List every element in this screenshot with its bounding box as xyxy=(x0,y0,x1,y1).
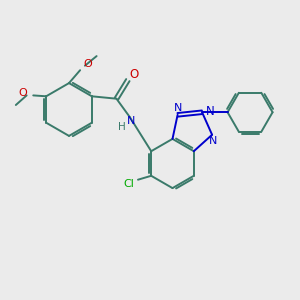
Text: N: N xyxy=(174,103,182,113)
Text: N: N xyxy=(208,136,217,146)
Text: H: H xyxy=(118,122,125,132)
Text: Cl: Cl xyxy=(124,178,134,189)
Text: N: N xyxy=(206,105,215,118)
Text: N: N xyxy=(127,116,136,126)
Text: O: O xyxy=(83,59,92,69)
Text: O: O xyxy=(19,88,27,98)
Text: O: O xyxy=(130,68,139,81)
